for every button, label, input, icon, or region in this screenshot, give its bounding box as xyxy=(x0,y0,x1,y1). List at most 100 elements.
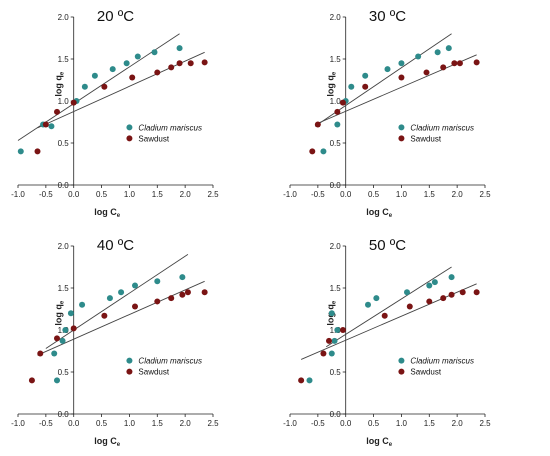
legend-marker-cladium xyxy=(126,124,133,131)
x-axis-title-subscript: e xyxy=(117,442,121,448)
sawdust-data-point xyxy=(314,121,321,128)
cladium-data-point xyxy=(91,72,98,79)
cladium-data-point xyxy=(67,310,74,317)
y-tick-label: 1.0 xyxy=(58,97,70,106)
legend-label-cladium: Cladium mariscus xyxy=(138,357,202,366)
x-axis-title-subscript: e xyxy=(389,442,393,448)
x-axis-title-main: log C xyxy=(94,207,117,217)
cladium-data-point xyxy=(132,282,138,289)
y-tick-label: 1.5 xyxy=(330,55,342,64)
sawdust-data-point xyxy=(54,335,60,342)
cladium-data-point xyxy=(176,45,183,52)
cladium-data-point xyxy=(154,278,161,285)
panel-3: -1.0-0.50.00.51.01.52.02.50.00.51.01.52.… xyxy=(11,237,219,448)
x-tick-label: -0.5 xyxy=(311,419,325,428)
y-tick-label: 0.0 xyxy=(330,181,342,190)
sawdust-data-point xyxy=(154,69,161,76)
x-tick-label: 0.5 xyxy=(368,190,380,199)
sawdust-data-point xyxy=(168,295,175,302)
sawdust-data-point xyxy=(298,377,305,384)
x-axis-title: log Ce xyxy=(366,436,393,448)
cladium-data-point xyxy=(81,83,88,90)
cladium-data-point xyxy=(426,282,433,289)
legend-marker-sawdust xyxy=(398,135,405,142)
cladium-data-point xyxy=(384,66,391,73)
sawdust-data-point xyxy=(339,327,346,333)
sawdust-fit-line xyxy=(37,280,205,356)
y-tick-label: 1.5 xyxy=(330,284,342,293)
legend-marker-sawdust xyxy=(398,368,405,375)
x-tick-label: 0.0 xyxy=(340,190,352,199)
x-tick-label: 2.5 xyxy=(479,419,491,428)
cladium-data-point xyxy=(328,310,335,317)
sawdust-data-point xyxy=(473,289,480,296)
y-tick-label: 1.5 xyxy=(58,55,70,64)
panel-title: 20 ºC xyxy=(97,8,134,25)
x-axis-title: log Ce xyxy=(94,207,120,219)
cladium-data-point xyxy=(109,66,116,73)
sawdust-data-point xyxy=(448,291,455,298)
x-axis-title-main: log C xyxy=(94,436,117,446)
sawdust-data-point xyxy=(326,337,332,344)
y-tick-label: 0.5 xyxy=(330,368,342,377)
x-tick-label: 1.0 xyxy=(124,190,136,199)
legend-marker-sawdust xyxy=(126,135,133,142)
cladium-data-point xyxy=(362,72,369,79)
x-tick-label: 0.0 xyxy=(340,419,352,428)
sawdust-data-point xyxy=(440,64,447,71)
x-tick-label: -1.0 xyxy=(283,190,297,199)
x-tick-label: -1.0 xyxy=(283,419,297,428)
x-tick-label: 2.0 xyxy=(180,190,192,199)
sawdust-data-point xyxy=(362,83,369,90)
sawdust-data-point xyxy=(129,74,136,81)
panel-title: 50 ºC xyxy=(369,237,406,254)
sawdust-data-point xyxy=(201,59,208,66)
cladium-data-point xyxy=(134,53,141,60)
sawdust-data-point xyxy=(42,121,49,128)
sawdust-data-point xyxy=(309,148,316,155)
x-tick-label: 2.5 xyxy=(479,190,491,199)
cladium-data-point xyxy=(373,295,380,302)
cladium-data-point xyxy=(54,377,60,384)
sawdust-data-point xyxy=(406,303,413,310)
sawdust-data-point xyxy=(451,60,458,67)
cladium-data-point xyxy=(48,123,55,130)
cladium-data-point xyxy=(331,337,338,344)
sawdust-data-point xyxy=(101,312,108,319)
cladium-data-point xyxy=(320,148,327,155)
x-tick-label: -0.5 xyxy=(311,190,325,199)
x-axis-title-main: log C xyxy=(366,207,389,217)
cladium-data-point xyxy=(151,49,158,56)
y-tick-label: 0.5 xyxy=(58,368,70,377)
x-tick-label: -1.0 xyxy=(11,190,25,199)
cladium-data-point xyxy=(106,295,113,302)
cladium-data-point xyxy=(328,350,335,357)
panel-2: -1.0 -0.5 0.0 0.5 1.0 1.5 2.0 2.5 0.0 0.5 1.0 1.5 2.… xyxy=(283,8,491,219)
legend-label-cladium: Cladium mariscus xyxy=(410,123,474,132)
sawdust-data-point xyxy=(37,350,44,357)
x-tick-label: 1.0 xyxy=(396,419,408,428)
sawdust-data-point xyxy=(426,298,433,305)
sawdust-data-point xyxy=(132,303,138,310)
sawdust-data-point xyxy=(101,83,108,90)
sawdust-data-point xyxy=(459,289,466,296)
legend-label-sawdust: Sawdust xyxy=(138,134,169,143)
y-axis-title-subscript: e xyxy=(60,300,66,304)
y-axis-title: log qe xyxy=(326,71,338,97)
sawdust-data-point xyxy=(168,64,175,71)
y-axis-title-main: log q xyxy=(54,304,64,326)
panel-1: -1.0 -0.5 0.0 0.5 1.0 1.5 2.0 2.5 0.0 0.5 1.0 1.5 2.… xyxy=(11,8,219,219)
sawdust-data-point xyxy=(381,312,388,319)
sawdust-data-point xyxy=(423,69,430,76)
x-tick-label: 2.0 xyxy=(452,419,464,428)
panel-title: 30 ºC xyxy=(369,8,406,25)
x-tick-label: 2.0 xyxy=(180,419,192,428)
y-axis-title-subscript: e xyxy=(60,71,66,75)
cladium-data-point xyxy=(365,301,371,308)
sawdust-fit-line xyxy=(314,54,477,125)
y-tick-label: 2.0 xyxy=(330,242,342,251)
sawdust-data-point xyxy=(179,291,186,298)
cladium-data-point xyxy=(306,377,313,384)
sawdust-data-point xyxy=(201,289,208,296)
x-tick-label: 2.0 xyxy=(452,190,464,199)
